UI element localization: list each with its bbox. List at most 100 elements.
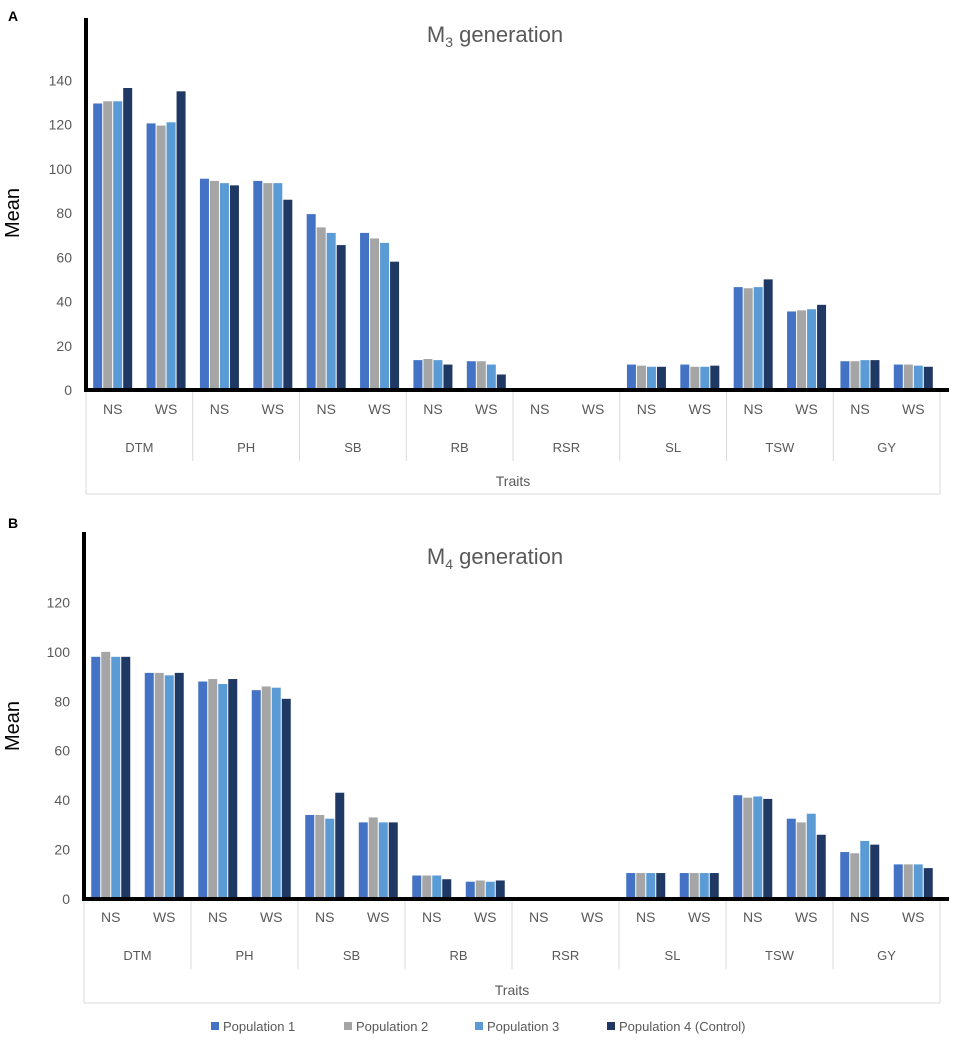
panel-a: A M3 generation Mean 0 20 40 60 80 100 120 140 NS WS… [2, 8, 949, 495]
panel-b: B M4 generation Mean 0 20 40 60 80 100 120 NS WS NS W… [2, 515, 949, 1004]
panel-b-bar-sb-ws-pop3 [378, 822, 388, 899]
panel-b-bar-gy-ws-pop2 [903, 864, 913, 899]
panel-a-trait-label: RB [451, 440, 469, 455]
panel-a-bar-tsw-ws-pop3 [807, 309, 817, 390]
panel-a-bar-sb-ns-pop4 [336, 245, 346, 390]
panel-b-condition-label: NS [636, 909, 655, 925]
panel-a-y-axis-label: Mean [2, 188, 24, 238]
panel-a-condition-label: WS [368, 401, 391, 417]
panel-a-bar-sb-ns-pop1 [306, 214, 316, 390]
panel-b-bar-sl-ns-pop1 [626, 873, 636, 899]
panel-a-bar-sb-ns-pop3 [326, 232, 336, 390]
panel-a-title-prefix: M [427, 22, 445, 47]
panel-a-bar-rb-ws-pop3 [486, 364, 496, 390]
panel-a-bar-sl-ns-pop4 [656, 366, 666, 390]
panel-a-y-tick-label: 140 [49, 72, 73, 88]
panel-b-bar-dtm-ws-pop4 [174, 672, 184, 899]
panel-b-trait-label: RB [449, 948, 467, 963]
panel-b-bar-sl-ws-pop3 [699, 873, 709, 899]
panel-b-bar-ph-ns-pop3 [218, 683, 228, 899]
panel-b-bar-ph-ws-pop1 [251, 690, 261, 899]
panel-b-bar-dtm-ws-pop2 [154, 672, 164, 899]
panel-a-condition-label: WS [689, 401, 712, 417]
panel-a-bar-gy-ns-pop4 [870, 360, 880, 390]
panel-b-condition-label: WS [688, 909, 711, 925]
panel-b-condition-label: WS [902, 909, 925, 925]
panel-b-y-tick-label: 0 [62, 891, 70, 907]
panel-b-bar-tsw-ns-pop1 [733, 795, 743, 899]
panel-b-condition-label: WS [795, 909, 818, 925]
panel-a-trait-label: SL [665, 440, 681, 455]
panel-a-condition-label: WS [155, 401, 178, 417]
panel-b-label: B [8, 515, 18, 531]
panel-a-condition-label: NS [530, 401, 549, 417]
panel-a-bar-sb-ws-pop4 [390, 261, 400, 390]
panel-b-bar-dtm-ns-pop4 [121, 656, 131, 899]
panel-a-bar-gy-ns-pop2 [850, 361, 860, 390]
panel-a-condition-label: WS [902, 401, 925, 417]
panel-a-title-subscript: 3 [445, 34, 453, 50]
panel-a-bar-sl-ws-pop1 [680, 364, 690, 390]
legend-swatch-2 [344, 1022, 352, 1030]
panel-b-trait-label: RSR [552, 948, 579, 963]
panel-a-condition-label: NS [103, 401, 122, 417]
panel-b-bar-gy-ns-pop1 [840, 852, 850, 899]
panel-b-title-suffix: generation [453, 544, 563, 569]
panel-b-bar-sb-ws-pop2 [368, 817, 378, 899]
panel-b-y-tick-label: 120 [47, 594, 71, 610]
panel-b-trait-label: PH [235, 948, 253, 963]
panel-a-condition-label: NS [743, 401, 762, 417]
legend-label-4: Population 4 (Control) [619, 1019, 745, 1034]
panel-b-bar-tsw-ns-pop4 [763, 798, 773, 899]
panel-b-condition-label: WS [260, 909, 283, 925]
panel-a-bar-gy-ws-pop2 [903, 364, 913, 390]
panel-b-bar-rb-ws-pop2 [475, 880, 485, 899]
panel-a-bar-dtm-ws-pop4 [176, 91, 186, 390]
panel-b-bar-gy-ns-pop3 [860, 840, 870, 899]
panel-b-bar-tsw-ws-pop4 [816, 834, 826, 899]
panel-b-y-tick-label: 60 [54, 743, 70, 759]
legend-label-2: Population 2 [356, 1019, 428, 1034]
panel-b-bar-sl-ws-pop4 [709, 873, 719, 899]
panel-a-bar-ph-ns-pop3 [219, 183, 229, 390]
panel-a-bar-sb-ns-pop2 [316, 227, 326, 390]
panel-b-bar-sl-ws-pop1 [679, 873, 689, 899]
panel-a-y-tick-label: 0 [64, 382, 72, 398]
panel-a-bar-dtm-ns-pop3 [113, 101, 123, 391]
legend-swatch-4 [607, 1022, 615, 1030]
panel-a-y-tick-label: 100 [49, 161, 73, 177]
panel-a-bar-sl-ws-pop2 [690, 366, 700, 390]
panel-b-bar-rb-ws-pop4 [495, 880, 505, 899]
panel-b-bar-dtm-ns-pop3 [111, 656, 121, 899]
panel-a-y-tick-label: 120 [49, 117, 73, 133]
panel-b-x-axis-label: Traits [495, 982, 529, 998]
panel-b-condition-label: WS [581, 909, 604, 925]
panel-b-bar-ph-ns-pop1 [198, 681, 208, 899]
panel-a-bar-rb-ns-pop4 [443, 364, 453, 390]
legend-label-3: Population 3 [487, 1019, 559, 1034]
panel-a-bar-tsw-ns-pop3 [753, 287, 763, 390]
panel-b-bar-gy-ws-pop4 [923, 868, 933, 899]
panel-a-bar-rb-ns-pop3 [433, 360, 443, 390]
panel-b-condition-label: WS [474, 909, 497, 925]
panel-b-bar-gy-ws-pop1 [893, 864, 903, 899]
panel-b-bar-rb-ws-pop3 [485, 881, 495, 899]
panel-b-condition-label: WS [153, 909, 176, 925]
panel-a-bar-dtm-ws-pop1 [146, 123, 156, 391]
panel-a-title: M3 generation [427, 22, 563, 50]
panel-b-bar-ph-ws-pop2 [261, 686, 271, 899]
panel-b-condition-label: NS [850, 909, 869, 925]
panel-a-bar-ph-ws-pop1 [253, 180, 263, 390]
panel-a-bar-tsw-ws-pop1 [787, 311, 797, 390]
panel-b-bar-ph-ns-pop4 [228, 679, 238, 899]
panel-b-condition-label: NS [422, 909, 441, 925]
panel-a-condition-label: NS [637, 401, 656, 417]
panel-a-label: A [8, 8, 18, 24]
panel-a-bar-rb-ws-pop4 [496, 374, 506, 390]
panel-a-bar-ph-ns-pop1 [199, 178, 209, 390]
panel-a-bar-gy-ws-pop1 [893, 364, 903, 390]
panel-a-condition-label: NS [850, 401, 869, 417]
panel-b-bar-sb-ws-pop1 [358, 822, 368, 899]
panel-b-bar-tsw-ns-pop3 [753, 796, 763, 899]
